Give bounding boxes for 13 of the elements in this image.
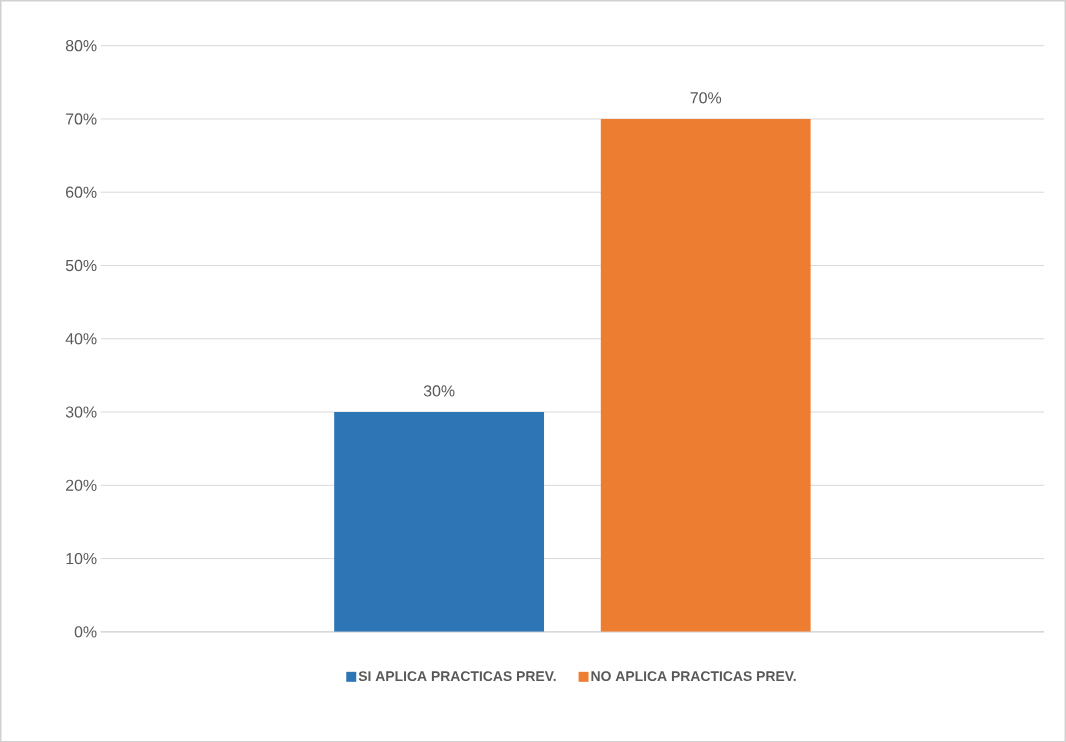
y-tick-label: 40%	[65, 332, 97, 345]
data-label: 70%	[690, 91, 722, 104]
y-tick-label: 50%	[65, 259, 97, 271]
y-tick-label: 60%	[66, 186, 97, 198]
legend-label: NO APLICA PRACTICAS PREV.	[591, 670, 796, 681]
y-tick-label: 0%	[74, 626, 97, 638]
y-tick-label: 20%	[66, 479, 97, 491]
y-tick-label: 10%	[66, 552, 97, 564]
y-tick-label: 80%	[65, 39, 97, 52]
y-tick-label: 70%	[66, 113, 97, 125]
legend-label: SI APLICA PRACTICAS PREV.	[358, 670, 556, 681]
data-label: 30%	[423, 385, 455, 397]
y-tick-label: 30%	[65, 406, 97, 418]
